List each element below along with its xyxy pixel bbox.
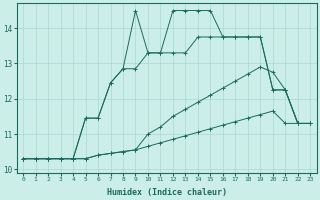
X-axis label: Humidex (Indice chaleur): Humidex (Indice chaleur) (107, 188, 227, 197)
